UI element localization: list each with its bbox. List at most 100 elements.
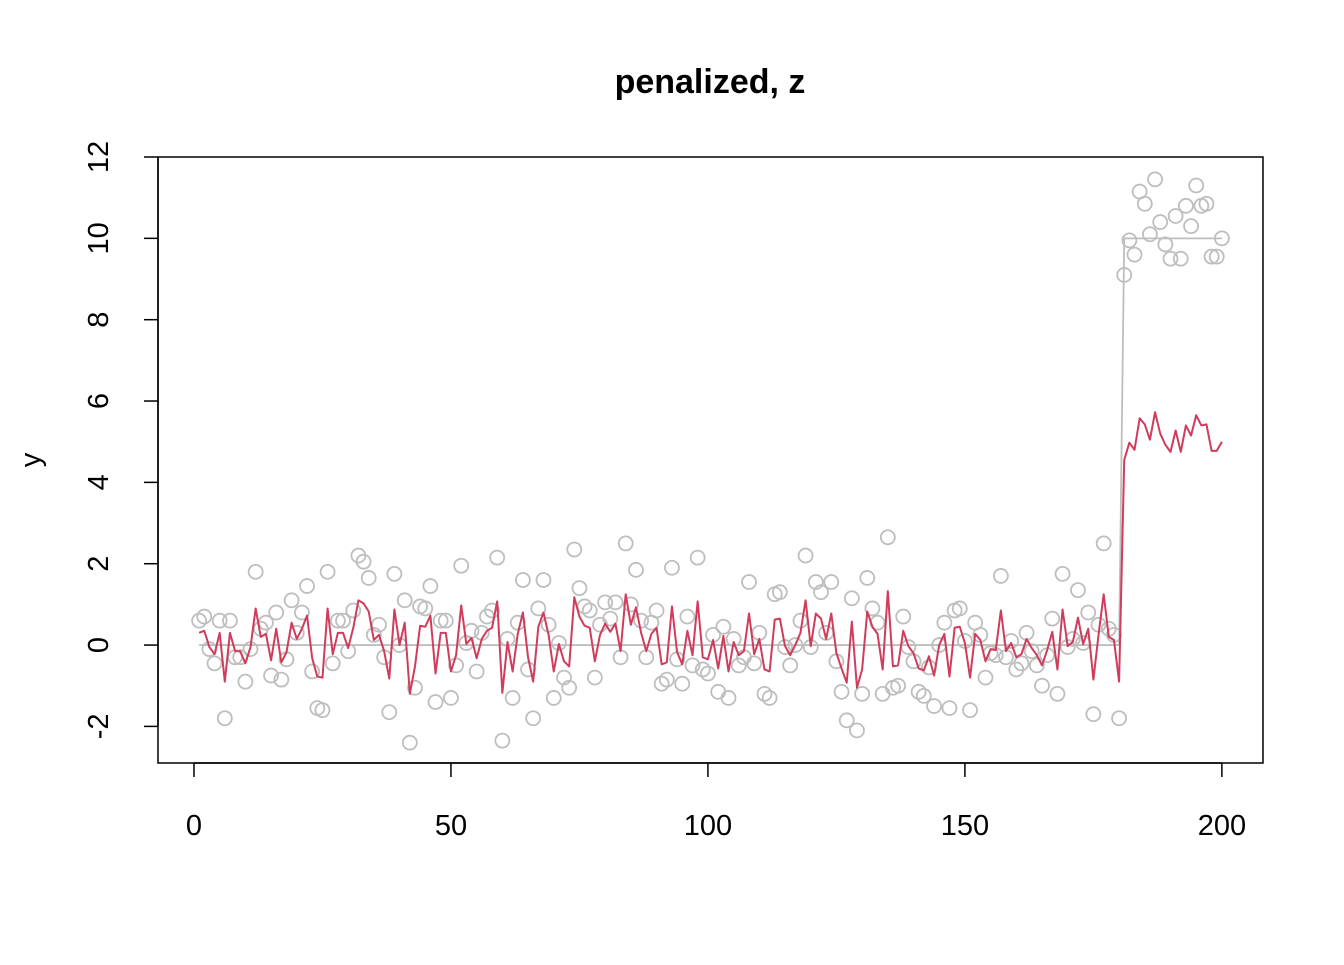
data-point bbox=[890, 677, 906, 694]
data-point bbox=[581, 602, 598, 619]
data-point bbox=[319, 563, 336, 580]
data-point bbox=[730, 657, 747, 674]
data-point bbox=[823, 574, 840, 590]
data-point bbox=[684, 657, 701, 674]
data-point bbox=[607, 594, 624, 611]
data-point bbox=[1121, 232, 1138, 249]
data-point bbox=[1126, 246, 1143, 263]
data-point bbox=[992, 568, 1009, 584]
y-tick-label: 2 bbox=[83, 556, 115, 572]
data-point bbox=[453, 557, 470, 574]
data-point bbox=[782, 657, 799, 674]
data-point bbox=[617, 535, 634, 552]
data-point bbox=[1095, 535, 1112, 552]
y-tick-label: 8 bbox=[83, 312, 115, 328]
data-point bbox=[1203, 248, 1220, 265]
data-point bbox=[494, 732, 511, 749]
y-tick-label: 12 bbox=[83, 141, 115, 173]
data-point bbox=[859, 570, 876, 586]
data-point bbox=[360, 570, 377, 586]
data-point bbox=[1162, 250, 1179, 267]
x-tick-label: 0 bbox=[186, 810, 202, 842]
data-point bbox=[566, 541, 583, 558]
data-point bbox=[777, 639, 793, 655]
data-point bbox=[653, 675, 670, 692]
data-point bbox=[951, 600, 968, 617]
data-point bbox=[443, 690, 459, 706]
data-point bbox=[1028, 657, 1045, 674]
data-point bbox=[1080, 604, 1097, 621]
data-point bbox=[304, 663, 321, 680]
data-point bbox=[196, 608, 213, 625]
data-point bbox=[268, 604, 285, 621]
data-point bbox=[335, 612, 351, 629]
x-tick-label: 150 bbox=[941, 810, 989, 842]
data-point bbox=[1198, 195, 1215, 212]
data-point bbox=[746, 655, 763, 672]
data-point bbox=[222, 612, 238, 629]
data-point bbox=[345, 602, 362, 619]
data-point bbox=[756, 685, 773, 702]
y-tick-label: 4 bbox=[83, 474, 115, 490]
data-point bbox=[211, 612, 228, 629]
y-tick-label: 0 bbox=[83, 637, 115, 653]
data-point bbox=[586, 669, 603, 686]
data-point bbox=[1013, 655, 1030, 672]
x-tick-label: 200 bbox=[1198, 810, 1246, 842]
data-point bbox=[427, 694, 444, 710]
data-point bbox=[437, 612, 454, 629]
data-point bbox=[597, 594, 614, 611]
data-point bbox=[941, 700, 958, 716]
data-point bbox=[407, 679, 423, 696]
y-tick-label: 10 bbox=[83, 222, 115, 254]
data-point bbox=[1034, 677, 1050, 694]
data-point bbox=[324, 655, 341, 672]
data-point bbox=[1188, 177, 1205, 194]
data-point bbox=[915, 687, 932, 704]
data-point bbox=[550, 635, 567, 651]
data-point bbox=[530, 600, 547, 617]
data-point bbox=[1049, 685, 1066, 702]
data-point bbox=[432, 612, 449, 629]
data-point bbox=[422, 578, 439, 594]
data-point bbox=[237, 673, 254, 690]
y-axis-label: y bbox=[15, 452, 47, 467]
data-point bbox=[771, 584, 788, 601]
data-point bbox=[535, 572, 552, 588]
data-point bbox=[1183, 218, 1199, 235]
data-point bbox=[401, 734, 418, 751]
y-tick-label: -2 bbox=[83, 713, 115, 739]
data-point bbox=[365, 626, 382, 643]
data-point bbox=[962, 702, 978, 719]
data-point bbox=[664, 559, 680, 576]
data-point bbox=[700, 665, 716, 682]
data-point bbox=[417, 600, 434, 617]
data-point bbox=[720, 690, 737, 706]
data-point bbox=[689, 549, 706, 566]
data-point bbox=[283, 592, 300, 609]
data-point bbox=[386, 565, 403, 582]
data-point bbox=[926, 698, 942, 714]
data-point bbox=[807, 574, 824, 590]
data-point bbox=[314, 702, 331, 719]
data-point bbox=[525, 710, 542, 727]
data-point bbox=[191, 612, 208, 629]
data-point bbox=[545, 690, 562, 706]
data-point bbox=[1070, 582, 1086, 599]
data-point bbox=[1152, 214, 1169, 230]
y-tick-label: 6 bbox=[83, 393, 115, 409]
data-point bbox=[797, 547, 814, 564]
data-point bbox=[1142, 226, 1158, 243]
data-point bbox=[838, 712, 855, 729]
data-point bbox=[715, 618, 732, 635]
data-point bbox=[761, 690, 778, 706]
data-point bbox=[1172, 250, 1189, 267]
data-point bbox=[864, 600, 881, 617]
data-point bbox=[977, 669, 994, 686]
data-point bbox=[910, 683, 927, 700]
data-point bbox=[381, 704, 398, 721]
data-point bbox=[674, 675, 691, 692]
